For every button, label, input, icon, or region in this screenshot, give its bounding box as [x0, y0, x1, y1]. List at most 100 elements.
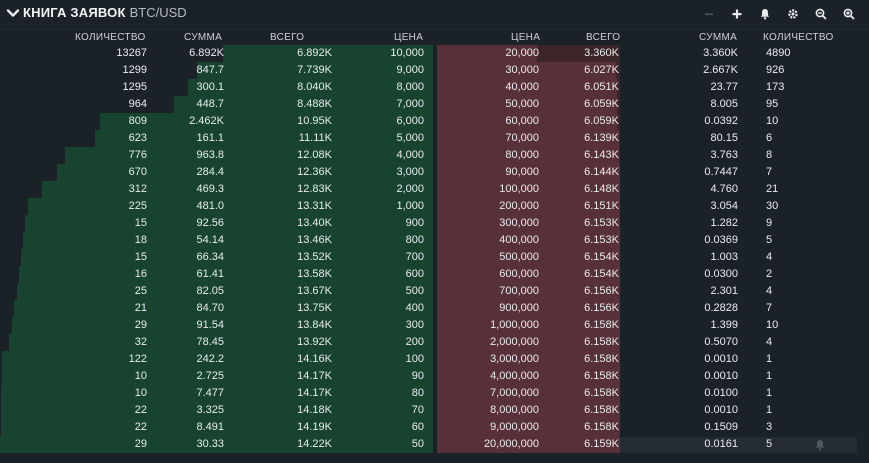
col-header-bid-sum: СУММА [184, 32, 223, 43]
ask-price: 80,000 [505, 149, 539, 161]
ask-depth-bar [437, 368, 620, 385]
bid-depth-bar [65, 147, 433, 164]
orderbook-row[interactable]: 312 469.3 12.83K 2,000 100,000 6.148K 4.760 21 [0, 181, 869, 198]
ask-price: 2,000,000 [490, 336, 539, 348]
bid-price: 500 [405, 285, 424, 297]
bid-qty: 32 [134, 336, 147, 348]
orderbook-row[interactable]: 15 66.34 13.52K 700 500,000 6.154K 1.003 4 [0, 249, 869, 266]
minus-icon[interactable] [701, 6, 717, 22]
orderbook-row[interactable]: 10 2.725 14.17K 90 4,000,000 6.158K 0.0010 1 [0, 368, 869, 385]
orderbook-row[interactable]: 1299 847.7 7.739K 9,000 30,000 6.027K 2.667K 92… [0, 62, 869, 79]
ask-total: 6.153K [584, 234, 619, 246]
orderbook-row[interactable]: 32 78.45 13.92K 200 2,000,000 6.158K 0.5070 4 [0, 334, 869, 351]
orderbook-row[interactable]: 623 161.1 11.11K 5,000 70,000 6.139K 80.15 6 [0, 130, 869, 147]
ask-price: 7,000,000 [490, 387, 539, 399]
orderbook-row[interactable]: 21 84.70 13.75K 400 900,000 6.156K 0.2828 7 [0, 300, 869, 317]
ask-price: 900,000 [499, 302, 539, 314]
bid-depth-bar [100, 113, 433, 130]
bid-price: 80 [411, 387, 424, 399]
bid-sum: 2.462K [189, 115, 224, 127]
ask-qty: 6 [766, 132, 773, 144]
ask-depth-bar [437, 232, 620, 249]
bid-total: 12.36K [297, 166, 332, 178]
bid-total: 12.83K [297, 183, 332, 195]
ask-qty: 9 [766, 217, 773, 229]
ask-depth-bar [437, 351, 620, 368]
bid-price: 300 [405, 319, 424, 331]
col-header-bid-price: ЦЕНА [394, 32, 424, 43]
orderbook-row[interactable]: 809 2.462K 10.95K 6,000 60,000 6.059K 0.0392 10 [0, 113, 869, 130]
bid-depth-bar [223, 45, 433, 62]
bid-depth-bar [1, 385, 433, 402]
orderbook-row[interactable]: 1295 300.1 8.040K 8,000 40,000 6.051K 23.77 173 [0, 79, 869, 96]
orderbook-row[interactable]: 16 61.41 13.58K 600 600,000 6.154K 0.0300 2 [0, 266, 869, 283]
currency-pair: BTC/USD [129, 5, 187, 20]
orderbook-row[interactable]: 964 448.7 8.488K 7,000 50,000 6.059K 8.005 95 [0, 96, 869, 113]
ask-sum: 8.005 [710, 98, 738, 110]
orderbook-row[interactable]: 25 82.05 13.67K 500 700,000 6.156K 2.301 4 [0, 283, 869, 300]
orderbook-row[interactable]: 18 54.14 13.46K 800 400,000 6.153K 0.0369 5 [0, 232, 869, 249]
row-alert-bell-icon[interactable] [814, 439, 826, 451]
orderbook-row[interactable]: 22 3.325 14.18K 70 8,000,000 6.158K 0.0010 1 [0, 402, 869, 419]
bid-sum: 66.34 [196, 251, 224, 263]
ask-depth-bar [437, 79, 617, 96]
ask-sum: 4.760 [710, 183, 738, 195]
bid-depth-bar [21, 249, 433, 266]
bid-depth-bar [9, 334, 433, 351]
plus-icon[interactable] [729, 6, 745, 22]
collapse-chevron-icon[interactable] [6, 6, 20, 20]
ask-qty: 1 [766, 387, 773, 399]
zoom-out-icon[interactable] [813, 6, 829, 22]
orderbook-row[interactable]: 29 30.33 14.22K 50 20,000,000 6.159K 0.0161 5 [0, 436, 869, 453]
bid-depth-bar [28, 198, 433, 215]
ask-total: 6.148K [584, 183, 619, 195]
bid-depth-bar [197, 62, 433, 79]
ask-total: 6.151K [584, 200, 619, 212]
orderbook-row[interactable]: 776 963.8 12.08K 4,000 80,000 6.143K 3.763 8 [0, 147, 869, 164]
ask-price: 50,000 [505, 98, 539, 110]
bid-qty: 623 [128, 132, 147, 144]
bid-total: 13.84K [297, 319, 332, 331]
bid-sum: 84.70 [196, 302, 224, 314]
bid-qty: 312 [128, 183, 147, 195]
ask-total: 6.158K [584, 353, 619, 365]
col-header-ask-qty: КОЛИЧЕСТВО [763, 32, 834, 43]
zoom-in-icon[interactable] [841, 6, 857, 22]
bid-sum: 963.8 [196, 149, 224, 161]
orderbook-row[interactable]: 15 92.56 13.40K 900 300,000 6.153K 1.282 9 [0, 215, 869, 232]
title-group[interactable]: КНИГА ЗАЯВОК BTC/USD [6, 5, 187, 20]
bid-total: 14.17K [297, 387, 332, 399]
bell-icon[interactable] [757, 6, 773, 22]
ask-sum: 2.667K [703, 64, 738, 76]
bid-sum: 7.477 [196, 387, 224, 399]
orderbook-row[interactable]: 10 7.477 14.17K 80 7,000,000 6.158K 0.0100 1 [0, 385, 869, 402]
ask-qty: 2 [766, 268, 773, 280]
ask-sum: 3.763 [710, 149, 738, 161]
ask-total: 6.051K [584, 81, 619, 93]
orderbook-row[interactable]: 225 481.0 13.31K 1,000 200,000 6.151K 3.054 30 [0, 198, 869, 215]
bid-price: 4,000 [396, 149, 424, 161]
ask-qty: 4 [766, 336, 773, 348]
orderbook-row[interactable]: 22 8.491 14.19K 60 9,000,000 6.158K 0.1509 3 [0, 419, 869, 436]
ask-depth-bar [437, 62, 616, 79]
col-header-ask-total: ВСЕГО [586, 32, 621, 43]
orderbook-row[interactable]: 670 284.4 12.36K 3,000 90,000 6.144K 0.7447 7 [0, 164, 869, 181]
ask-price: 200,000 [499, 200, 539, 212]
ask-depth-bar [437, 266, 620, 283]
bid-sum: 91.54 [196, 319, 224, 331]
orderbook-row[interactable]: 29 91.54 13.84K 300 1,000,000 6.158K 1.399 10 [0, 317, 869, 334]
ask-sum: 0.0100 [704, 387, 738, 399]
bid-total: 14.22K [297, 438, 332, 450]
ask-sum: 0.0161 [704, 438, 738, 450]
ask-sum: 0.1509 [704, 421, 738, 433]
bid-depth-bar [23, 232, 433, 249]
ask-sum: 0.0010 [704, 370, 738, 382]
orderbook-row[interactable]: 122 242.2 14.16K 100 3,000,000 6.158K 0.0010 1 [0, 351, 869, 368]
bid-total: 14.19K [297, 421, 332, 433]
gear-icon[interactable] [785, 6, 801, 22]
ask-total: 6.158K [584, 370, 619, 382]
ask-total: 6.156K [584, 302, 619, 314]
orderbook-row[interactable]: 13267 6.892K 6.892K 10,000 20,000 3.360K 3.360… [0, 45, 869, 62]
bid-sum: 161.1 [196, 132, 224, 144]
bid-qty: 10 [134, 387, 147, 399]
